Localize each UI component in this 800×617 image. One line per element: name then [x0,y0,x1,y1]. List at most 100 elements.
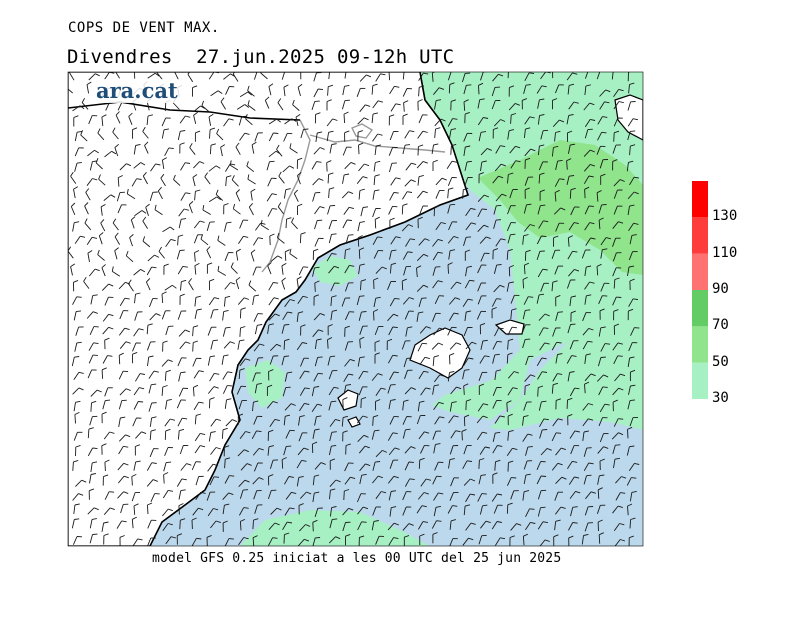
wind-barb-shaft [162,508,169,517]
wind-barb-feather [590,118,596,121]
wind-barb-feather [583,430,589,433]
wind-barb-feather [559,178,565,180]
wind-barb-shaft [417,176,420,186]
wind-barb-feather [318,329,324,332]
wind-barb-feather [348,191,354,195]
wind-barb-feather [97,128,101,134]
wind-barb-shaft [210,447,217,455]
wind-barb-feather [478,172,484,175]
wind-barb-feather [555,398,561,401]
wind-barb-shaft [85,192,91,201]
wind-barb-feather [272,400,278,404]
wind-barb-shaft [342,86,345,96]
wind-barb-shaft [87,429,90,439]
wind-barb-shaft [131,476,133,486]
wind-barb-feather [196,308,202,311]
wind-barb-feather [318,178,324,181]
wind-barb-shaft [269,343,277,352]
wind-barb-shaft [389,371,395,381]
wind-barb-feather [254,294,260,297]
wind-barb-feather [335,418,341,422]
legend-label: 110 [712,244,738,261]
wind-barb-feather [91,518,97,520]
wind-barb-feather [602,248,608,251]
wind-barb-feather [349,358,355,362]
wind-barb-feather [436,475,442,478]
wind-barb-feather [541,357,547,360]
wind-barb-shaft [629,492,633,502]
wind-barb-feather [373,414,379,418]
wind-barb-feather [572,460,578,463]
wind-barb-shaft [402,145,406,155]
wind-barb-shaft [506,222,512,231]
wind-barb-feather [405,428,411,431]
wind-barb-shaft [418,521,424,530]
wind-barb-shaft [537,146,540,156]
wind-barb-feather [297,203,303,207]
wind-barb-shaft [358,386,363,396]
wind-barb-feather [114,247,119,251]
wind-barb-feather [74,503,80,506]
wind-barb-shaft [72,461,74,471]
wind-barb-shaft [115,72,120,79]
wind-barb-shaft [432,356,435,366]
wind-barb-shaft [463,445,468,455]
wind-barb-shaft [584,295,587,305]
wind-barb-shaft [569,189,572,199]
wind-barb-shaft [462,189,464,199]
wind-barb-feather [515,160,521,163]
wind-barb-shaft [598,204,603,214]
wind-barb-shaft [450,281,457,290]
wind-barb-shaft [612,252,617,262]
wind-barb-shaft [507,371,515,379]
wind-barb-feather [407,326,413,329]
wind-barb-feather [76,341,82,344]
wind-barb-feather [466,265,472,268]
wind-barb-feather [68,246,72,252]
wind-barb-shaft [583,462,590,472]
wind-barb-shaft [536,294,540,304]
wind-barb-shaft [510,160,516,169]
wind-barb-feather [284,355,290,357]
wind-barb-shaft [416,267,418,278]
wind-barb-shaft [495,145,501,154]
wind-barb-feather [590,149,595,153]
wind-barb-shaft [131,492,136,502]
gust-zone-coast [245,360,285,408]
wind-barb-shaft [208,432,212,442]
wind-barb-shaft [404,478,411,487]
formentera-island [347,416,361,428]
wind-barb-feather [326,160,332,164]
wind-barb-feather [432,72,436,74]
wind-barb-shaft [283,340,286,350]
wind-barb-shaft [465,208,472,217]
wind-barb-shaft [570,507,574,517]
wind-barb-feather [380,73,386,76]
wind-barb-shaft [314,206,321,215]
wind-barb-feather [179,293,185,297]
wind-barb-feather [417,99,423,102]
wind-barb-feather [229,160,232,166]
wind-barb-shaft [162,523,169,532]
wind-barb-feather [291,491,297,495]
wind-barb-feather [620,373,626,377]
wind-barb-feather [586,294,592,297]
wind-barb-feather [614,457,620,460]
wind-barb-shaft [328,72,331,80]
wind-barb-shaft [225,163,231,172]
wind-barb-shaft [162,490,169,499]
wind-barb-shaft [254,132,259,142]
wind-barb-shaft [388,355,394,364]
wind-barb-shaft [327,174,330,184]
wind-barb-feather [465,249,471,253]
wind-barb-shaft [112,131,119,140]
wind-barb-feather [194,250,200,254]
wind-barb-feather [300,232,306,235]
wind-barb-shaft [75,326,80,336]
wind-barb-shaft [418,298,423,308]
wind-barb-shaft [388,537,394,546]
wind-barb-shaft [127,193,136,200]
wind-barb-shaft [313,313,321,321]
wind-barb-feather [544,313,550,317]
wind-barb-feather [373,309,379,313]
